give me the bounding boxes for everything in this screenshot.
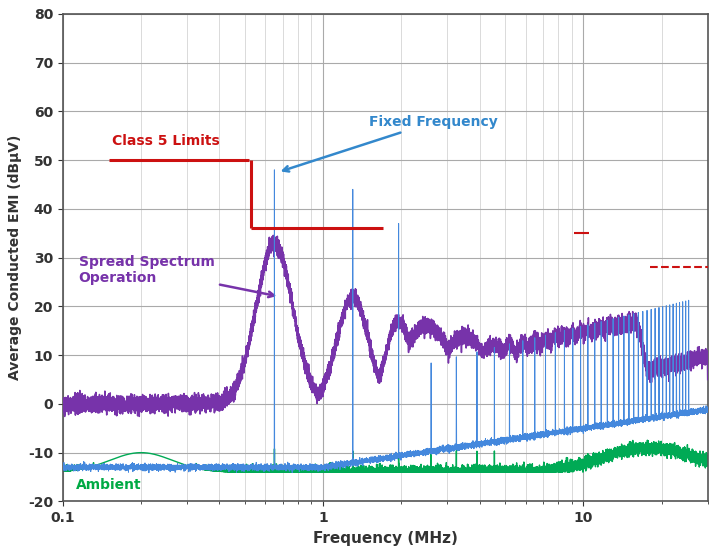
Text: Ambient: Ambient (76, 478, 141, 492)
Text: Fixed Frequency: Fixed Frequency (283, 115, 498, 172)
Y-axis label: Average Conducted EMI (dBμV): Average Conducted EMI (dBμV) (9, 135, 22, 380)
X-axis label: Frequency (MHz): Frequency (MHz) (313, 531, 458, 546)
Text: Spread Spectrum
Operation: Spread Spectrum Operation (79, 255, 274, 297)
Text: Class 5 Limits: Class 5 Limits (112, 135, 220, 148)
